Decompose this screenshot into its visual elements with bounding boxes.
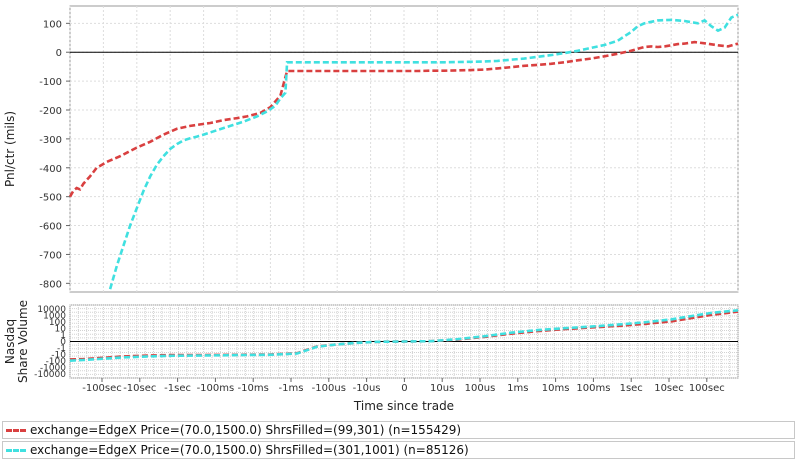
x-tick-label: -100sec bbox=[82, 383, 122, 394]
x-tick-label: -10ms bbox=[238, 383, 269, 394]
x-tick-label: 100us bbox=[465, 383, 496, 394]
y-tick-label: -200 bbox=[39, 106, 62, 117]
y-tick-label: -100 bbox=[46, 357, 67, 367]
y-tick-label: -10 bbox=[51, 351, 66, 361]
chart-canvas: 1000-100-200-300-400-500-600-700-800 100… bbox=[3, 5, 739, 413]
legend-item-red[interactable]: exchange=EdgeX Price=(70.0,1500.0) ShrsF… bbox=[2, 421, 795, 439]
top-plot-area bbox=[69, 5, 739, 293]
y-tick-label: 0 bbox=[60, 338, 66, 348]
legend-swatch-red bbox=[6, 428, 26, 432]
y-tick-label: -100 bbox=[39, 77, 62, 88]
x-tick-label: -100us bbox=[312, 383, 346, 394]
top-panel: 100 0 -100 -200 -300 -400 -500 -600 -700 -800 bbox=[39, 5, 739, 293]
x-tick-label: 1ms bbox=[507, 383, 528, 394]
series-line-cyan bbox=[108, 13, 739, 290]
y-tick-label: 1 bbox=[60, 331, 66, 341]
legend-label-red: exchange=EdgeX Price=(70.0,1500.0) ShrsF… bbox=[30, 423, 462, 437]
volume-label-line2: Share Volume bbox=[16, 300, 30, 383]
legend-item-cyan[interactable]: exchange=EdgeX Price=(70.0,1500.0) ShrsF… bbox=[2, 441, 795, 459]
x-tick-label: 1sec bbox=[620, 383, 643, 394]
y-tick-label: 100 bbox=[43, 19, 62, 30]
bottom-panel: 1000010001001010-1-10-100-1000-10000-100… bbox=[34, 304, 739, 394]
legend-swatch-cyan bbox=[6, 448, 26, 452]
volume-label-line1: Nasdaq bbox=[3, 319, 17, 364]
y-tick-label: -1 bbox=[57, 344, 66, 354]
x-tick-label: -1ms bbox=[279, 383, 304, 394]
y-tick-label: 10 bbox=[55, 325, 67, 335]
x-tick-label: 10us bbox=[430, 383, 454, 394]
x-axis-label: Time since trade bbox=[353, 399, 454, 413]
x-tick-label: -10sec bbox=[123, 383, 156, 394]
y-tick-label: -800 bbox=[39, 279, 62, 290]
y-tick-label: -10000 bbox=[34, 370, 66, 380]
y-axis-label-volume: NasdaqShare Volume bbox=[3, 300, 30, 383]
x-tick-label: 100ms bbox=[576, 383, 610, 394]
x-tick-label: 100sec bbox=[689, 383, 725, 394]
y-tick-label: -300 bbox=[39, 135, 62, 146]
y-tick-label: 10000 bbox=[37, 305, 66, 315]
legend: exchange=EdgeX Price=(70.0,1500.0) ShrsF… bbox=[0, 420, 795, 462]
x-tick-label: -1sec bbox=[164, 383, 191, 394]
series-line-red bbox=[68, 40, 739, 198]
y-tick-label: -400 bbox=[39, 164, 62, 175]
y-tick-label: 1000 bbox=[43, 312, 66, 322]
y-tick-label: -700 bbox=[39, 250, 62, 261]
x-tick-label: 10sec bbox=[654, 383, 684, 394]
y-axis-label-pnl: Pnl/ctr (mils) bbox=[3, 111, 17, 187]
volume-line-cyan bbox=[69, 309, 739, 362]
y-tick-label: -600 bbox=[39, 222, 62, 233]
y-tick-label: 100 bbox=[49, 318, 66, 328]
x-tick-label: 0 bbox=[401, 383, 407, 394]
x-tick-label: -100ms bbox=[197, 383, 235, 394]
y-tick-label: -1000 bbox=[40, 364, 66, 374]
y-tick-label: 0 bbox=[56, 48, 62, 59]
y-tick-label: -500 bbox=[39, 193, 62, 204]
legend-label-cyan: exchange=EdgeX Price=(70.0,1500.0) ShrsF… bbox=[30, 443, 469, 457]
x-tick-label: -10us bbox=[353, 383, 381, 394]
x-tick-label: 10ms bbox=[542, 383, 570, 394]
